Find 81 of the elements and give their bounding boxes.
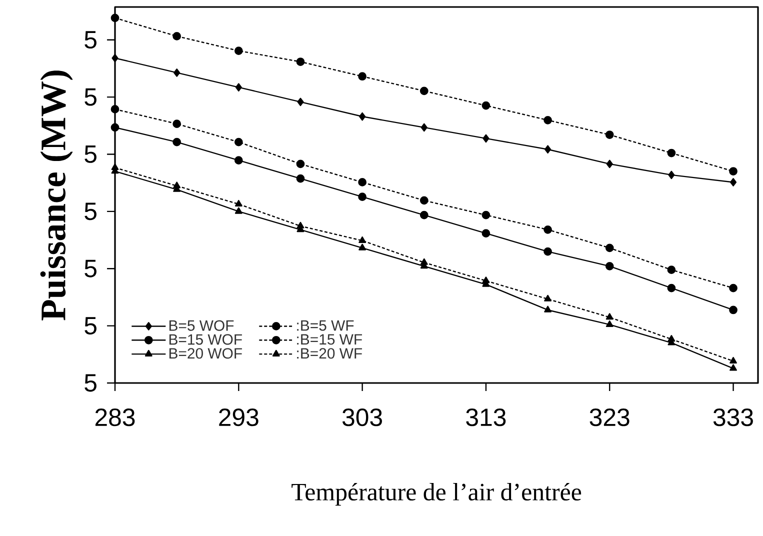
point bbox=[482, 229, 490, 238]
point bbox=[605, 262, 614, 270]
point bbox=[729, 284, 738, 292]
point bbox=[358, 244, 366, 250]
point bbox=[420, 86, 428, 96]
x-tick-label: 333 bbox=[713, 408, 753, 426]
point bbox=[606, 313, 614, 320]
point bbox=[359, 112, 366, 121]
legend-label: B=15 WOF bbox=[169, 334, 242, 345]
point bbox=[172, 120, 182, 128]
point bbox=[482, 210, 490, 220]
legend-label: B=5 WOF bbox=[169, 320, 234, 331]
point bbox=[544, 116, 552, 124]
point bbox=[358, 192, 366, 202]
point bbox=[110, 105, 120, 114]
text: 5 bbox=[84, 146, 96, 163]
point bbox=[234, 200, 242, 207]
point bbox=[296, 160, 305, 168]
point bbox=[420, 196, 428, 205]
point bbox=[667, 148, 676, 158]
point bbox=[730, 178, 737, 186]
point bbox=[112, 54, 118, 62]
text: 5 bbox=[84, 31, 96, 49]
point bbox=[482, 134, 490, 143]
point bbox=[172, 32, 182, 40]
point bbox=[544, 306, 552, 312]
point bbox=[235, 83, 242, 92]
point bbox=[234, 156, 243, 165]
x-tick-label: 283 bbox=[95, 408, 135, 426]
text: 5 bbox=[84, 88, 96, 106]
point bbox=[729, 167, 738, 176]
point bbox=[606, 160, 613, 168]
point bbox=[234, 46, 243, 55]
point bbox=[296, 174, 305, 183]
point bbox=[296, 222, 304, 228]
point bbox=[544, 247, 552, 256]
x-tick-label: 293 bbox=[219, 408, 258, 426]
text: 5 bbox=[84, 202, 96, 220]
legend-label: :B=20 WF bbox=[297, 348, 362, 359]
point bbox=[173, 182, 181, 188]
point bbox=[730, 364, 737, 371]
point bbox=[358, 72, 366, 81]
point bbox=[667, 284, 676, 292]
point bbox=[544, 225, 552, 234]
point bbox=[110, 14, 120, 22]
text: 5 bbox=[84, 374, 96, 392]
legend-label: B=20 WOF bbox=[169, 348, 242, 359]
point bbox=[234, 207, 242, 214]
point bbox=[606, 320, 614, 327]
point bbox=[174, 68, 180, 77]
y-axis-title: Puissance (MW) bbox=[40, 70, 73, 320]
point bbox=[358, 236, 366, 244]
point bbox=[482, 276, 490, 284]
point bbox=[420, 210, 428, 220]
x-tick-label: 323 bbox=[590, 408, 630, 426]
x-tick-label: 303 bbox=[342, 408, 382, 426]
point bbox=[234, 138, 243, 146]
point bbox=[297, 98, 304, 106]
point bbox=[482, 101, 490, 110]
x-tick-label: 313 bbox=[466, 408, 506, 426]
x-axis-title: Température de l’air d’entrée bbox=[292, 482, 582, 506]
text: 5 bbox=[84, 317, 96, 334]
point bbox=[605, 244, 614, 252]
point bbox=[667, 266, 676, 274]
point bbox=[605, 130, 614, 139]
legend-label: :B=15 WF bbox=[297, 334, 362, 345]
point bbox=[730, 356, 737, 364]
point bbox=[111, 163, 119, 170]
point bbox=[544, 294, 552, 302]
point bbox=[668, 170, 675, 180]
point bbox=[668, 335, 676, 342]
point bbox=[729, 306, 738, 314]
text: 5 bbox=[84, 260, 96, 278]
point bbox=[420, 258, 428, 265]
point bbox=[358, 178, 366, 186]
point bbox=[110, 123, 120, 132]
point bbox=[420, 123, 428, 132]
point bbox=[544, 145, 552, 154]
point bbox=[172, 138, 182, 146]
point bbox=[296, 58, 305, 66]
legend-label: :B=5 WF bbox=[297, 320, 354, 331]
